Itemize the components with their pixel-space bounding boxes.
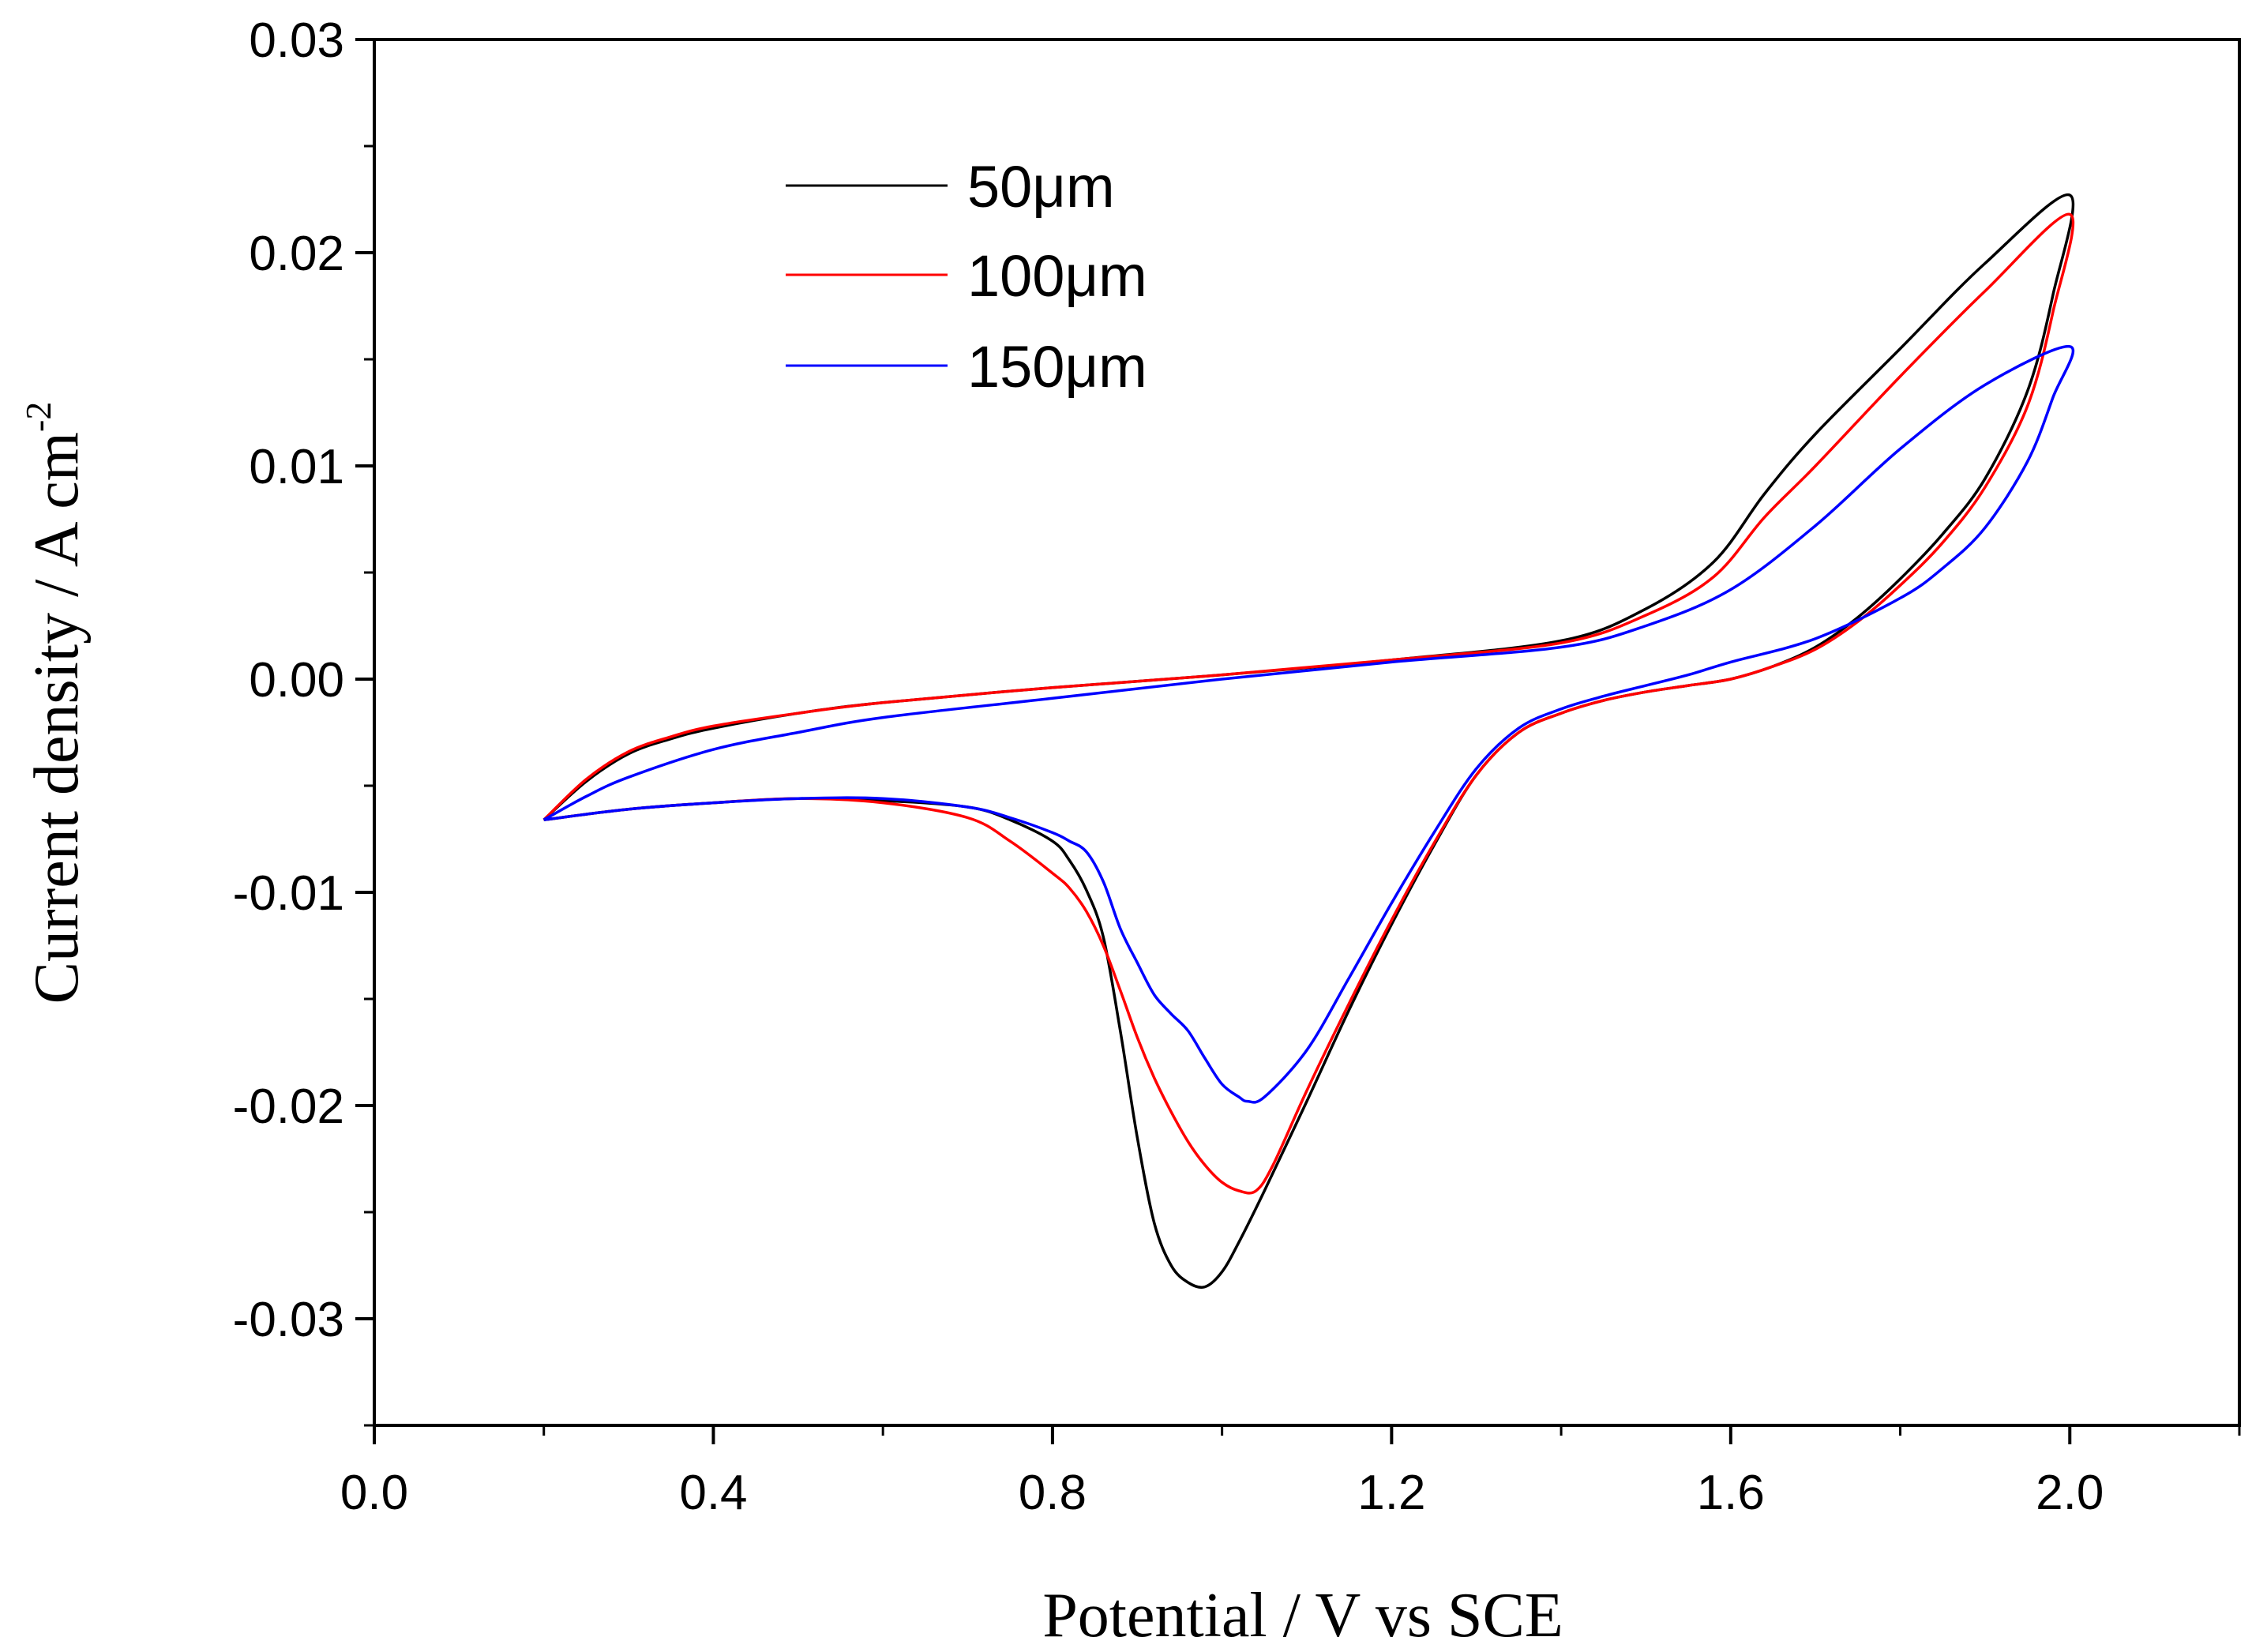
y-axis-title-main: Current density / A cm — [22, 432, 92, 1004]
x-tick-label: 0.8 — [1019, 1466, 1087, 1520]
y-tick-label: -0.03 — [233, 1293, 344, 1347]
plot-area — [373, 38, 2241, 1427]
y-tick-label: 0.03 — [249, 13, 344, 68]
series-curves — [542, 193, 2075, 1290]
x-tick-label: 2.0 — [2036, 1466, 2104, 1520]
x-tick-label: 0.4 — [679, 1466, 747, 1520]
legend-label-100um: 100μm — [967, 243, 1147, 309]
legend: 50μm 100μm 150μm — [786, 154, 1147, 400]
plot-frame — [373, 38, 2241, 1427]
x-tick-label: 1.6 — [1697, 1466, 1765, 1520]
legend-label-150um: 150μm — [967, 334, 1147, 400]
series-50um-curve — [542, 193, 2075, 1290]
x-axis: 0.0 0.4 0.8 1.2 1.6 2.0 — [340, 1425, 2241, 1520]
x-tick-label: 0.0 — [340, 1466, 408, 1520]
y-tick-label: -0.01 — [233, 866, 344, 921]
x-tick-label: 1.2 — [1357, 1466, 1425, 1520]
y-tick-label: -0.02 — [233, 1079, 344, 1134]
series-150um-curve — [542, 345, 2075, 1104]
y-axis-title-superscript: -2 — [18, 402, 58, 432]
y-tick-label: 0.01 — [249, 440, 344, 494]
y-axis-title: Current density / A cm-2 — [18, 402, 92, 1004]
y-axis: 0.03 0.02 0.01 0.00 -0.01 -0.02 -0.03 — [233, 13, 374, 1427]
y-tick-label: 0.02 — [249, 227, 344, 281]
series-100um-curve — [542, 212, 2075, 1195]
y-tick-label: 0.00 — [249, 653, 344, 708]
legend-label-50um: 50μm — [967, 154, 1115, 220]
x-axis-title: Potential / V vs SCE — [1042, 1581, 1563, 1650]
